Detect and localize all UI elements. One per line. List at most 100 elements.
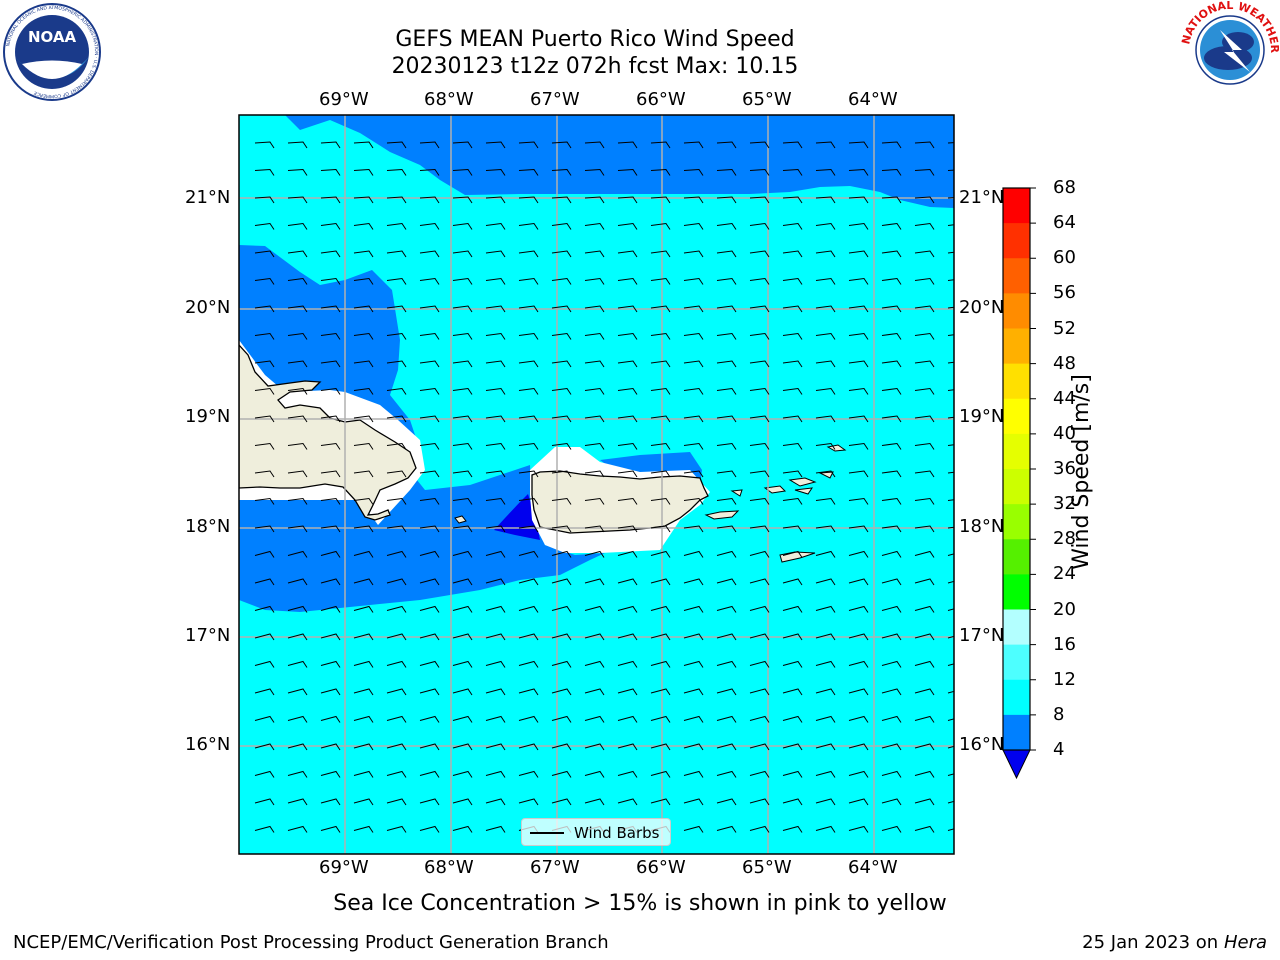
wind-barb	[320, 442, 341, 450]
lat-label-left-17n: 17°N	[185, 625, 231, 646]
wind-barb	[848, 550, 869, 558]
wind-barb	[287, 497, 308, 505]
wind-barb	[650, 332, 671, 340]
wind-barb	[419, 415, 440, 423]
wind-barb	[320, 305, 341, 313]
wind-barb	[485, 688, 506, 696]
wind-barb	[848, 743, 869, 751]
wind-barb	[815, 605, 836, 613]
wind-barb	[617, 415, 638, 423]
wind-barb	[254, 141, 275, 149]
wind-barb	[848, 470, 869, 478]
wind-barb	[485, 743, 506, 751]
wind-barb	[584, 442, 605, 450]
wind-barb	[320, 743, 341, 751]
wind-barb	[914, 605, 935, 613]
wind-barb	[452, 715, 473, 723]
wind-barb	[386, 605, 407, 613]
wind-barb	[683, 305, 704, 313]
wind-barb	[386, 770, 407, 778]
wind-barb	[485, 633, 506, 641]
wind-barb	[716, 442, 737, 450]
wind-barb	[881, 470, 902, 478]
wind-barb	[320, 470, 341, 478]
wind-barb	[419, 442, 440, 450]
wind-barb	[584, 550, 605, 558]
wind-barb	[320, 168, 341, 176]
wind-barb	[749, 415, 770, 423]
wind-barb	[419, 550, 440, 558]
lon-label-bottom-68w: 68°W	[424, 857, 474, 878]
wind-barb	[848, 825, 869, 833]
wind-barb	[782, 497, 803, 505]
wind-barb	[683, 250, 704, 258]
wind-barb	[584, 578, 605, 586]
wind-barb	[782, 688, 803, 696]
wind-barb	[452, 277, 473, 285]
wind-barb	[617, 141, 638, 149]
wind-barb	[584, 497, 605, 505]
lon-label-top-68w: 68°W	[424, 89, 474, 110]
wind-barb	[947, 635, 954, 639]
wind-barb	[749, 196, 770, 204]
wind-barb	[782, 415, 803, 423]
wind-barb	[914, 141, 935, 149]
wind-barb	[353, 415, 374, 423]
wind-barb	[650, 770, 671, 778]
wind-barb	[584, 196, 605, 204]
wind-barb	[914, 168, 935, 176]
wind-barb	[518, 141, 539, 149]
wind-barb	[452, 141, 473, 149]
wind-barb	[518, 415, 539, 423]
wind-barb	[518, 222, 539, 230]
wind-barb	[551, 660, 572, 668]
wind-barb	[650, 196, 671, 204]
wind-barb	[947, 745, 954, 749]
wind-barb	[947, 444, 954, 446]
wind-barb	[254, 578, 275, 586]
wind-barb	[881, 743, 902, 751]
colorbar-segment	[1003, 539, 1030, 575]
wind-barb	[485, 660, 506, 668]
wind-barb	[518, 798, 539, 806]
wind-barb	[617, 387, 638, 395]
wind-barb	[452, 222, 473, 230]
wind-barb	[749, 332, 770, 340]
wind-barb	[287, 470, 308, 478]
wind-barb	[287, 825, 308, 833]
wind-barb	[320, 250, 341, 258]
wind-barb	[419, 141, 440, 149]
wind-barb	[848, 196, 869, 204]
wind-barb	[650, 497, 671, 505]
wind-barb	[782, 525, 803, 533]
noaa-logo-text: NOAA	[28, 28, 77, 46]
noaa-logo: NOAA NATIONAL OCEANIC AND ATMOSPHERIC AD…	[3, 3, 101, 101]
wind-barb	[782, 660, 803, 668]
wind-barb	[452, 660, 473, 668]
wind-barb	[914, 688, 935, 696]
wind-barb	[254, 442, 275, 450]
wind-barb	[947, 553, 954, 556]
wind-barb	[947, 306, 954, 309]
wind-barb	[584, 360, 605, 368]
virgin-islands	[704, 510, 740, 520]
wind-barb	[551, 360, 572, 368]
wind-barb	[914, 332, 935, 340]
wind-barb	[716, 222, 737, 230]
wind-barb	[716, 825, 737, 833]
wind-barb	[716, 497, 737, 505]
wind-barb	[551, 550, 572, 558]
wind-barb	[716, 525, 737, 533]
wind-barb	[419, 250, 440, 258]
wind-barb	[947, 169, 954, 171]
wind-barb	[650, 688, 671, 696]
wind-barb	[518, 688, 539, 696]
wind-barb	[650, 222, 671, 230]
wind-barb	[320, 798, 341, 806]
wind-barb	[419, 633, 440, 641]
wind-barb	[287, 250, 308, 258]
wind-barb	[749, 715, 770, 723]
wind-barb	[914, 387, 935, 395]
wind-barb	[848, 715, 869, 723]
